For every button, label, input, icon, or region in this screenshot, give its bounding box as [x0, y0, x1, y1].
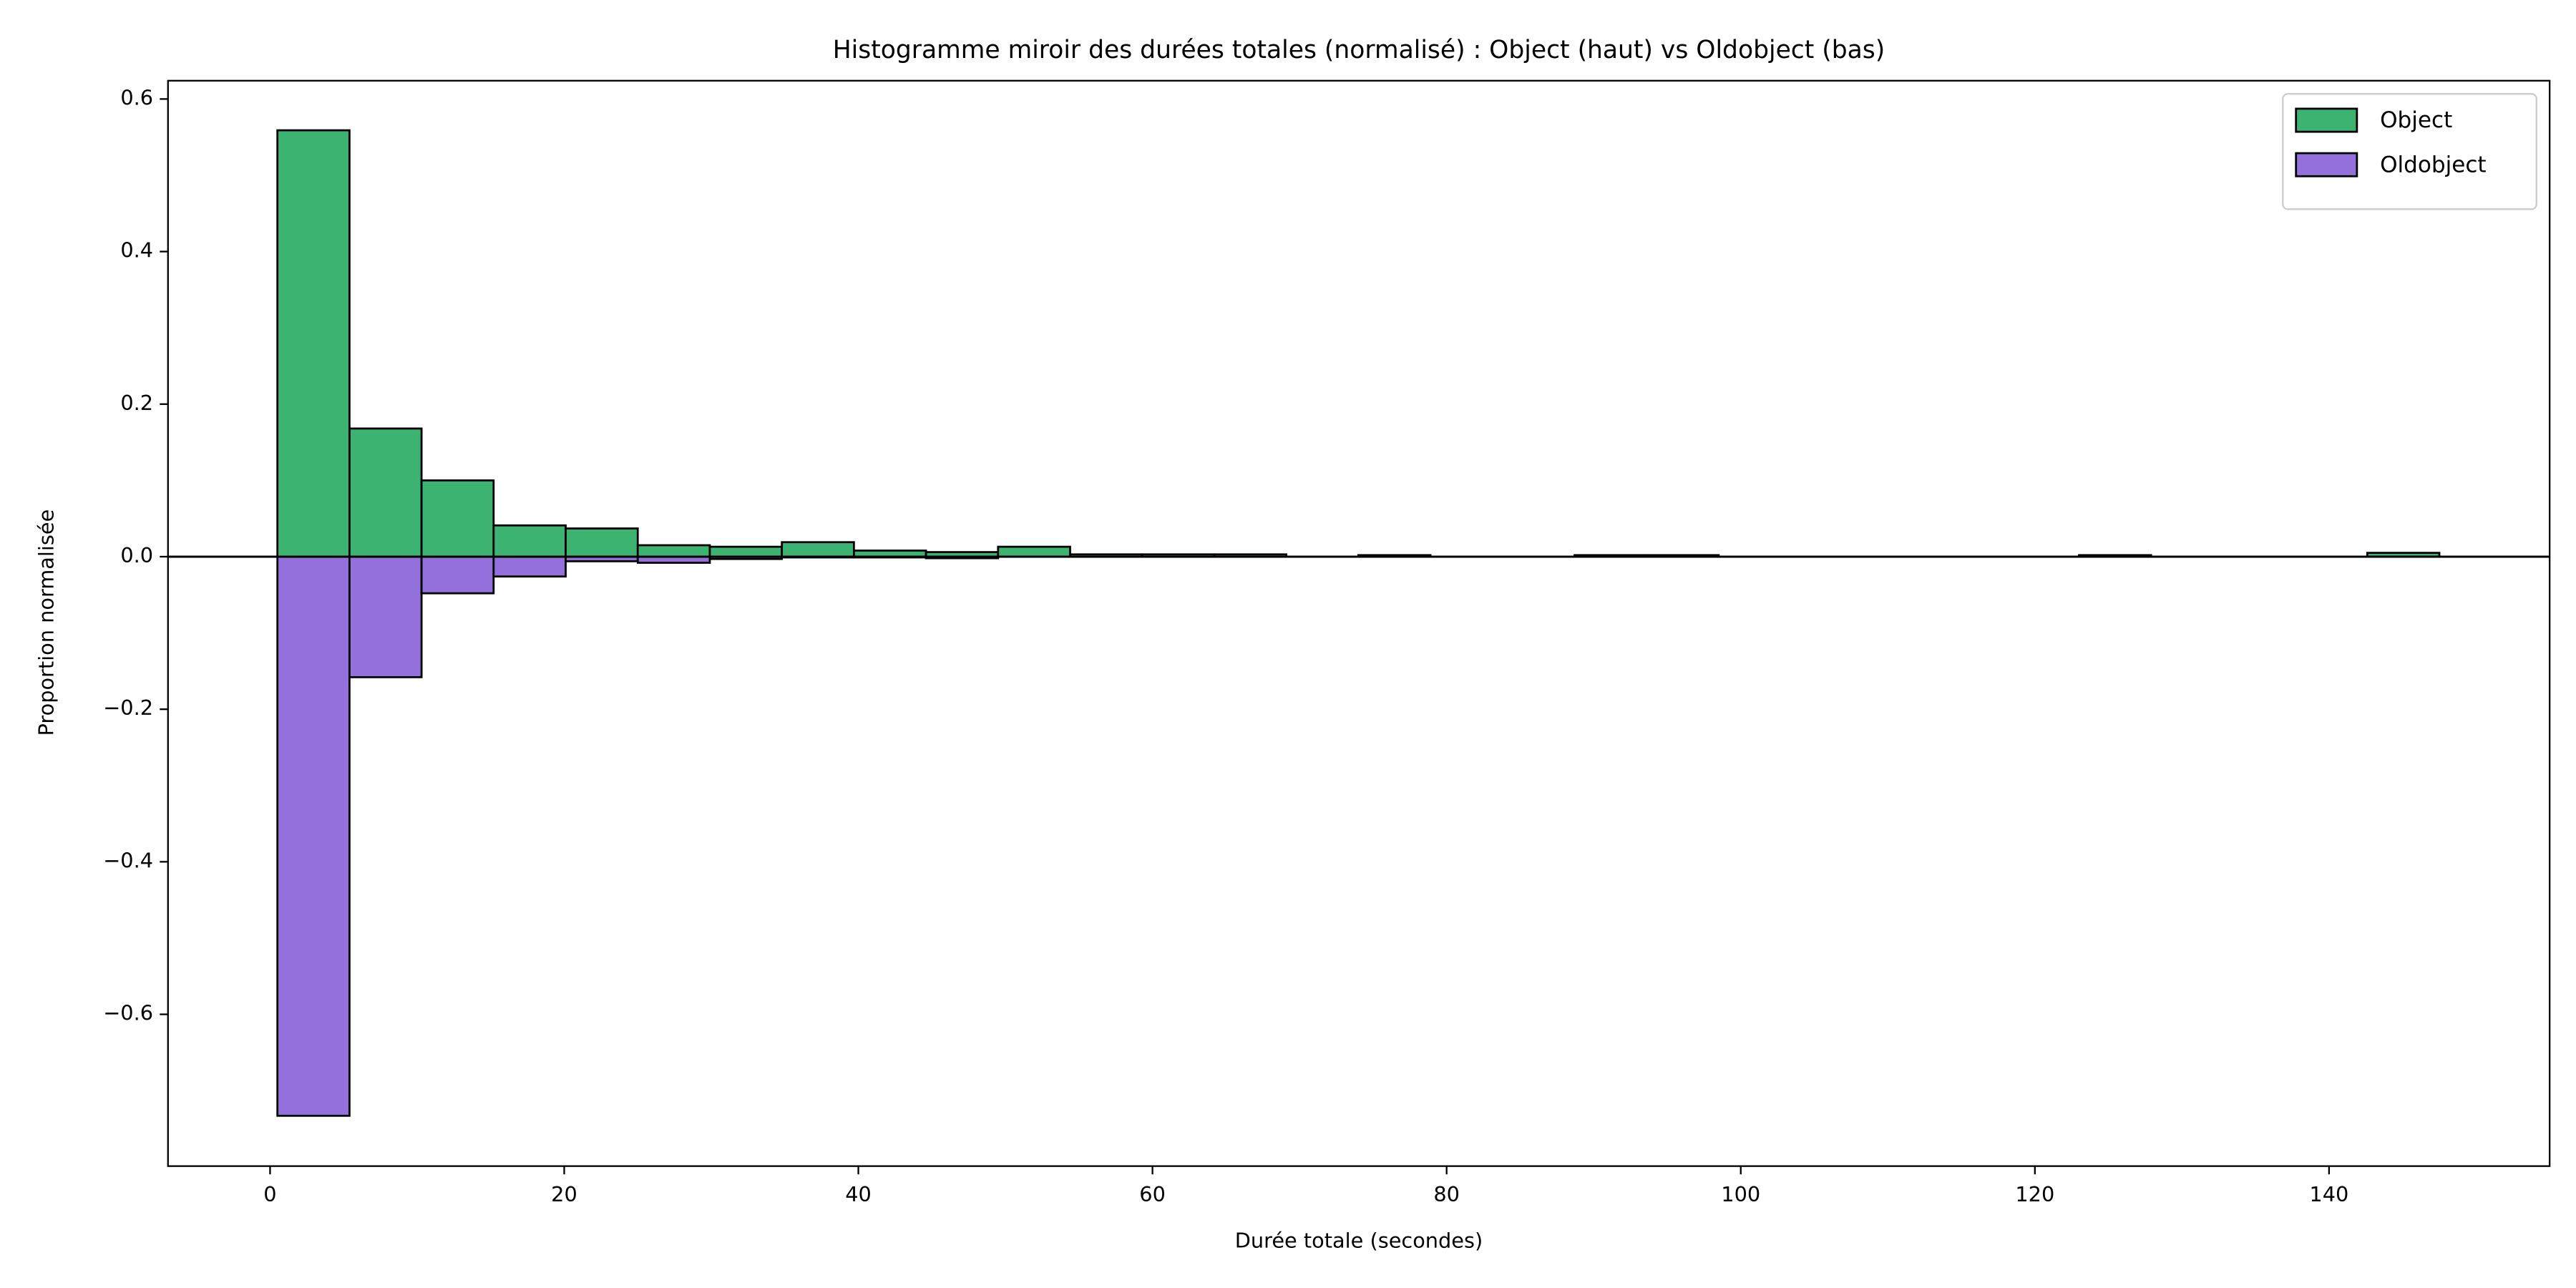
- y-tick-label: −0.4: [103, 848, 153, 872]
- histogram-bar: [420, 479, 495, 558]
- x-tick-label: 140: [2309, 1182, 2348, 1206]
- y-axis-label: Proportion normalisée: [34, 509, 59, 736]
- histogram-bar: [492, 524, 567, 558]
- histogram-bar: [276, 555, 351, 1117]
- legend-swatch: [2295, 107, 2358, 133]
- histogram-bar: [781, 541, 855, 558]
- legend-label: Oldobject: [2380, 152, 2487, 177]
- histogram-bar: [348, 427, 423, 558]
- histogram-bar: [492, 555, 567, 578]
- histogram-bar: [636, 544, 711, 558]
- y-tick-label: −0.2: [103, 696, 153, 720]
- x-tick-label: 60: [1139, 1182, 1166, 1206]
- x-tick-label: 120: [2015, 1182, 2054, 1206]
- x-tick-label: 0: [263, 1182, 276, 1206]
- chart-title: Histogramme miroir des durées totales (n…: [833, 36, 1885, 64]
- histogram-bar: [565, 527, 639, 558]
- y-tick-label: −0.6: [103, 1001, 153, 1025]
- x-tick-label: 80: [1433, 1182, 1460, 1206]
- histogram-bar: [348, 555, 423, 678]
- legend-label: Object: [2380, 107, 2452, 133]
- y-tick-label: 0.2: [120, 391, 153, 415]
- histogram-bar: [997, 545, 1071, 558]
- x-tick-label: 40: [845, 1182, 872, 1206]
- x-axis-label: Durée totale (secondes): [1235, 1229, 1483, 1253]
- histogram-bar: [420, 555, 495, 595]
- legend: Object Oldobject: [2282, 93, 2537, 210]
- y-tick-label: 0.4: [120, 238, 153, 263]
- y-tick-label: 0.6: [120, 85, 153, 109]
- histogram-bar: [276, 129, 351, 558]
- plot-frame: [167, 79, 2551, 1167]
- legend-swatch: [2295, 152, 2358, 177]
- x-tick-label: 100: [1721, 1182, 1760, 1206]
- x-tick-label: 20: [551, 1182, 577, 1206]
- histogram-bar: [708, 545, 784, 558]
- y-tick-label: 0.0: [120, 543, 153, 567]
